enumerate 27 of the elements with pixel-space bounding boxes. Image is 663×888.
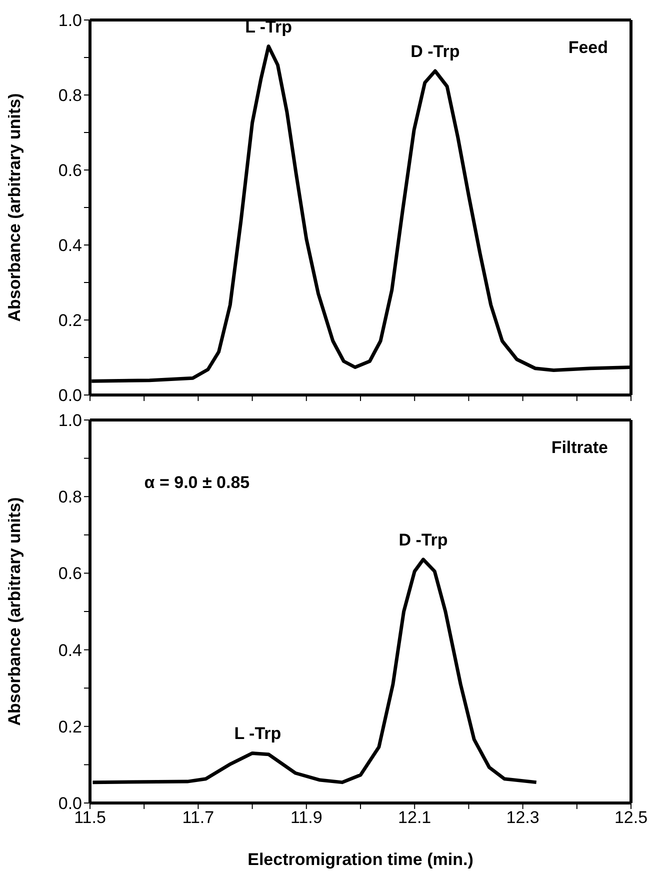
y-tick-label: 0.6 (58, 161, 82, 180)
y-axis-title: Absorbance (arbitrary units) (5, 93, 24, 322)
y-tick-label: 0.8 (58, 488, 82, 507)
annotation: α = 9.0 ± 0.85 (144, 473, 250, 493)
y-tick-label: 0.8 (58, 86, 82, 106)
x-tick-label: 12.3 (506, 808, 540, 828)
y-tick-label: 0.4 (58, 236, 82, 256)
annotation: D -Trp (398, 530, 448, 550)
x-axis-title: Electromigration time (min.) (248, 850, 474, 869)
annotation: Feed (568, 38, 608, 58)
y-tick-label: 0.4 (58, 640, 82, 660)
x-tick-label: 11.5 (74, 808, 106, 828)
annotation: Filtrate (551, 438, 608, 458)
y-tick-label: 0.2 (58, 717, 82, 736)
x-tick-label: 11.7 (182, 808, 214, 828)
y-tick-label: 0.6 (58, 564, 82, 584)
y-tick-label: 0.0 (58, 386, 82, 406)
annotation: L -Trp (234, 724, 282, 744)
x-tick-label: 12.1 (398, 808, 432, 828)
y-tick-label: 0.2 (58, 311, 82, 330)
x-tick-label: 12.5 (614, 808, 648, 828)
x-tick-label: 11.9 (290, 808, 322, 828)
annotation: L -Trp (245, 17, 292, 36)
y-tick-label: 1.0 (58, 411, 82, 430)
y-tick-label: 1.0 (58, 11, 82, 30)
annotation: D -Trp (410, 42, 460, 61)
y-axis-title: Absorbance (arbitrary units) (5, 497, 24, 726)
